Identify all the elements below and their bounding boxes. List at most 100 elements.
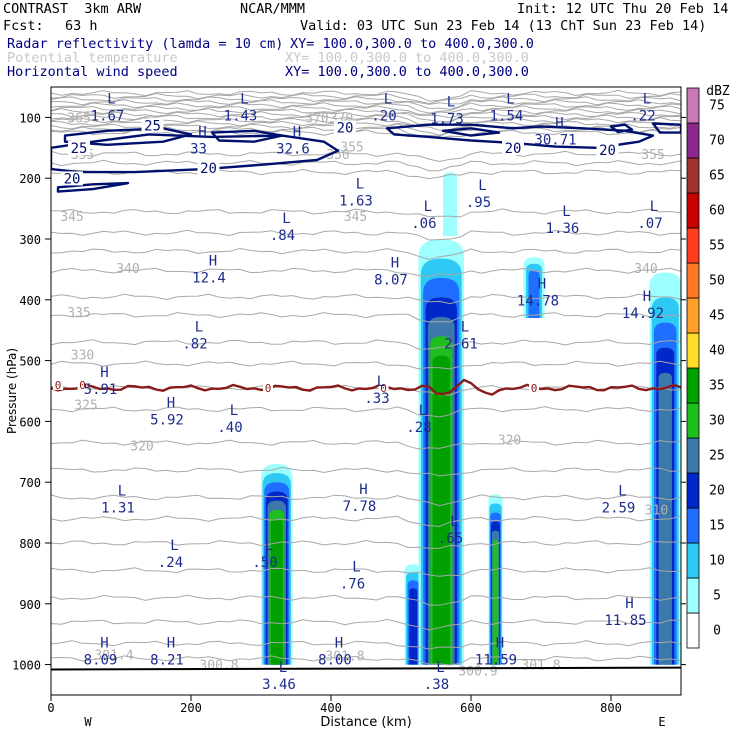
extremum-value: 8.00 bbox=[318, 652, 352, 668]
extremum-value: .24 bbox=[158, 555, 183, 571]
extremum-value: .82 bbox=[182, 336, 207, 352]
theta-contour-line bbox=[51, 515, 681, 527]
theta-contour-line bbox=[51, 96, 681, 105]
theta-label: 301.8 bbox=[325, 649, 364, 664]
extremum-marker: L bbox=[352, 559, 360, 575]
extremum-marker: H bbox=[643, 289, 651, 305]
extremum-value: 11.59 bbox=[475, 652, 517, 668]
extremum-marker: H bbox=[293, 125, 301, 141]
colorbar-label: 30 bbox=[709, 414, 725, 429]
field-wind-xy: XY= 100.0,300.0 to 400.0,300.0 bbox=[285, 64, 529, 80]
freezing-label-bg bbox=[529, 381, 539, 393]
freezing-level-label: 0 bbox=[79, 379, 86, 392]
colorbar-label: 60 bbox=[709, 204, 725, 219]
extremum-value: 8.09 bbox=[84, 652, 118, 668]
extremum-value: .65 bbox=[438, 531, 463, 547]
theta-contour-line bbox=[51, 640, 681, 650]
colorbar-label: 0 bbox=[713, 624, 721, 639]
extremum-value: 1.36 bbox=[546, 221, 580, 237]
fcst-label: Fcst: bbox=[3, 18, 44, 34]
extremum-value: .20 bbox=[371, 108, 396, 124]
reflectivity-cell bbox=[443, 172, 457, 236]
extremum-marker: L bbox=[230, 403, 238, 419]
theta-contour-line bbox=[51, 494, 681, 507]
colorbar-label: 75 bbox=[709, 99, 725, 114]
extremum-value: .33 bbox=[364, 391, 389, 407]
freezing-label-bg bbox=[53, 378, 63, 390]
extremum-marker: L bbox=[643, 91, 651, 107]
theta-contour-line bbox=[51, 360, 681, 370]
extrema-layer: L1.67L1.43L.20L1.73L1.54L.22H33H32.6H30.… bbox=[84, 91, 664, 692]
extremum-value: 14.78 bbox=[517, 294, 559, 310]
colorbar-swatch bbox=[686, 542, 700, 579]
theta-label: 340 bbox=[116, 262, 139, 277]
extremum-marker: H bbox=[100, 635, 108, 651]
theta-label: 330 bbox=[71, 349, 94, 364]
theta-contour-line bbox=[51, 159, 681, 172]
colorbar-swatch bbox=[686, 122, 700, 159]
extremum-value: .40 bbox=[217, 420, 242, 436]
field-wind-name: Horizontal wind speed bbox=[7, 64, 178, 80]
fcst-value: 63 h bbox=[65, 18, 98, 34]
theta-label: 320 bbox=[130, 440, 153, 455]
wind-speed-label: 20 bbox=[337, 120, 354, 136]
reflectivity-layer bbox=[261, 172, 681, 665]
extremum-marker: H bbox=[359, 482, 367, 498]
extremum-value: .50 bbox=[252, 555, 277, 571]
extremum-value: .07 bbox=[637, 216, 662, 232]
extremum-value: 7.78 bbox=[343, 499, 377, 515]
reflectivity-contour-fill bbox=[270, 518, 283, 665]
extremum-value: 1.31 bbox=[101, 500, 135, 516]
x-tick-label: 0 bbox=[47, 701, 54, 715]
freezing-level-line bbox=[51, 378, 681, 396]
x-end-east: E bbox=[658, 715, 665, 729]
colorbar-unit: dBZ bbox=[706, 84, 730, 99]
theta-contour-line bbox=[51, 247, 681, 260]
freezing-level-label: 0 bbox=[380, 382, 387, 395]
theta-contour-line bbox=[51, 168, 681, 180]
theta-contour-line bbox=[51, 618, 681, 631]
theta-label: 345 bbox=[60, 210, 83, 225]
y-tick-label: 300 bbox=[19, 233, 41, 247]
extremum-marker: H bbox=[496, 635, 504, 651]
colorbar-swatch bbox=[686, 87, 700, 124]
x-tick-label: 800 bbox=[600, 701, 622, 715]
theta-contour-line bbox=[51, 267, 681, 278]
colorbar-swatch bbox=[686, 437, 700, 474]
extremum-value: .06 bbox=[411, 216, 436, 232]
init-time: Init: 12 UTC Thu 20 Feb 14 bbox=[517, 1, 729, 17]
y-tick-label: 400 bbox=[19, 294, 41, 308]
reflectivity-contour-fill bbox=[528, 270, 540, 319]
colorbar-label: 65 bbox=[709, 169, 725, 184]
reflectivity-contour-fill bbox=[443, 172, 457, 236]
extremum-marker: H bbox=[555, 116, 563, 132]
field-theta-xy: XY= 100.0,300.0 to 400.0,300.0 bbox=[285, 50, 529, 66]
extremum-value: .84 bbox=[270, 228, 295, 244]
extremum-marker: H bbox=[209, 254, 217, 270]
colorbar-swatch bbox=[686, 262, 700, 299]
theta-contour-line bbox=[51, 129, 681, 139]
extremum-marker: L bbox=[450, 514, 458, 530]
colorbar-label: 70 bbox=[709, 134, 725, 149]
extremum-marker: L bbox=[506, 91, 514, 107]
y-tick-label: 800 bbox=[19, 537, 41, 551]
org-label: NCAR/MMM bbox=[240, 1, 306, 17]
extremum-marker: L bbox=[461, 319, 469, 335]
y-axis-label: Pressure (hPa) bbox=[5, 348, 19, 434]
extremum-marker: H bbox=[335, 635, 343, 651]
wind-speed-label: 20 bbox=[64, 171, 81, 187]
extremum-value: 8.07 bbox=[374, 272, 408, 288]
theta-contour-line bbox=[51, 92, 681, 105]
y-tick-label: 600 bbox=[19, 415, 41, 429]
y-tick-label: 700 bbox=[19, 476, 41, 490]
theta-label: 345 bbox=[344, 210, 367, 225]
colorbar-label: 40 bbox=[709, 344, 725, 359]
extremum-marker: L bbox=[436, 660, 444, 676]
theta-contour-line bbox=[51, 293, 681, 305]
colorbar-swatch bbox=[686, 507, 700, 544]
reflectivity-contour-fill bbox=[492, 539, 499, 665]
extremum-value: 5.92 bbox=[150, 412, 184, 428]
extremum-marker: H bbox=[391, 255, 399, 271]
